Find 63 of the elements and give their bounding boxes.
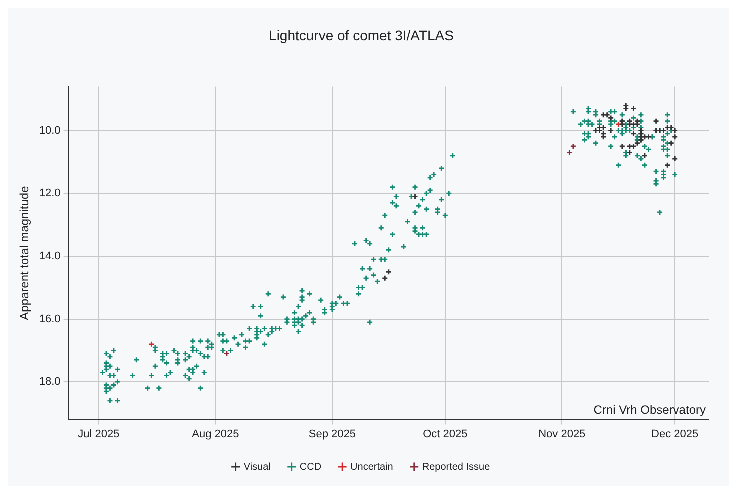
y-tick-label: 14.0 [39,250,61,262]
point [672,156,678,162]
point [619,121,626,128]
point [642,134,648,140]
point [622,102,630,109]
x-tick-label: Jul 2025 [78,428,120,440]
point [382,275,388,282]
point [630,121,637,128]
point [664,124,671,131]
point [148,341,155,348]
point [664,162,671,169]
point [660,128,668,134]
x-tick-label: Nov 2025 [538,428,586,440]
point [642,152,648,160]
y-tick-label: 18.0 [39,376,61,388]
point [604,112,611,118]
point [224,350,230,358]
point [600,112,607,118]
point [615,121,622,128]
x-tick-label: Oct 2025 [423,428,468,440]
annotation: Crni Vrh Observatory [594,403,706,418]
y-tick-label: 16.0 [39,313,61,326]
point [566,150,573,156]
legend-label: CCD [300,462,322,473]
point [626,121,634,128]
point [626,118,634,125]
y-tick-label: 12.0 [39,188,61,200]
point [619,143,626,150]
point [386,268,392,276]
point [608,115,614,122]
point [622,106,630,112]
legend-label: Visual [244,462,271,473]
x-tick-label: Sep 2025 [308,428,356,440]
chart-title: Lightcurve of comet 3I/ATLAS [269,27,454,44]
point [600,130,607,138]
x-tick-label: Aug 2025 [192,428,240,440]
point [626,143,634,150]
point [600,134,607,140]
point [668,140,675,147]
y-tick-label: 10.0 [39,124,61,137]
point [634,140,641,147]
point [630,106,637,112]
point [634,121,641,128]
point [412,194,418,200]
point [646,134,652,140]
point [570,143,577,150]
point [653,118,660,125]
point [630,143,637,150]
point [596,124,603,131]
point [600,124,607,131]
point [634,118,641,125]
point [608,128,614,134]
y-axis-title: Apparent total magnitude [18,186,32,320]
point [626,150,634,156]
point [672,128,678,134]
point [592,128,600,134]
x-tick-label: Dec 2025 [652,428,699,440]
point [672,134,678,140]
point [638,134,644,140]
legend-label: Reported Issue [422,462,491,473]
point [668,124,675,131]
point [630,130,637,138]
legend-label: Uncertain [350,462,394,473]
